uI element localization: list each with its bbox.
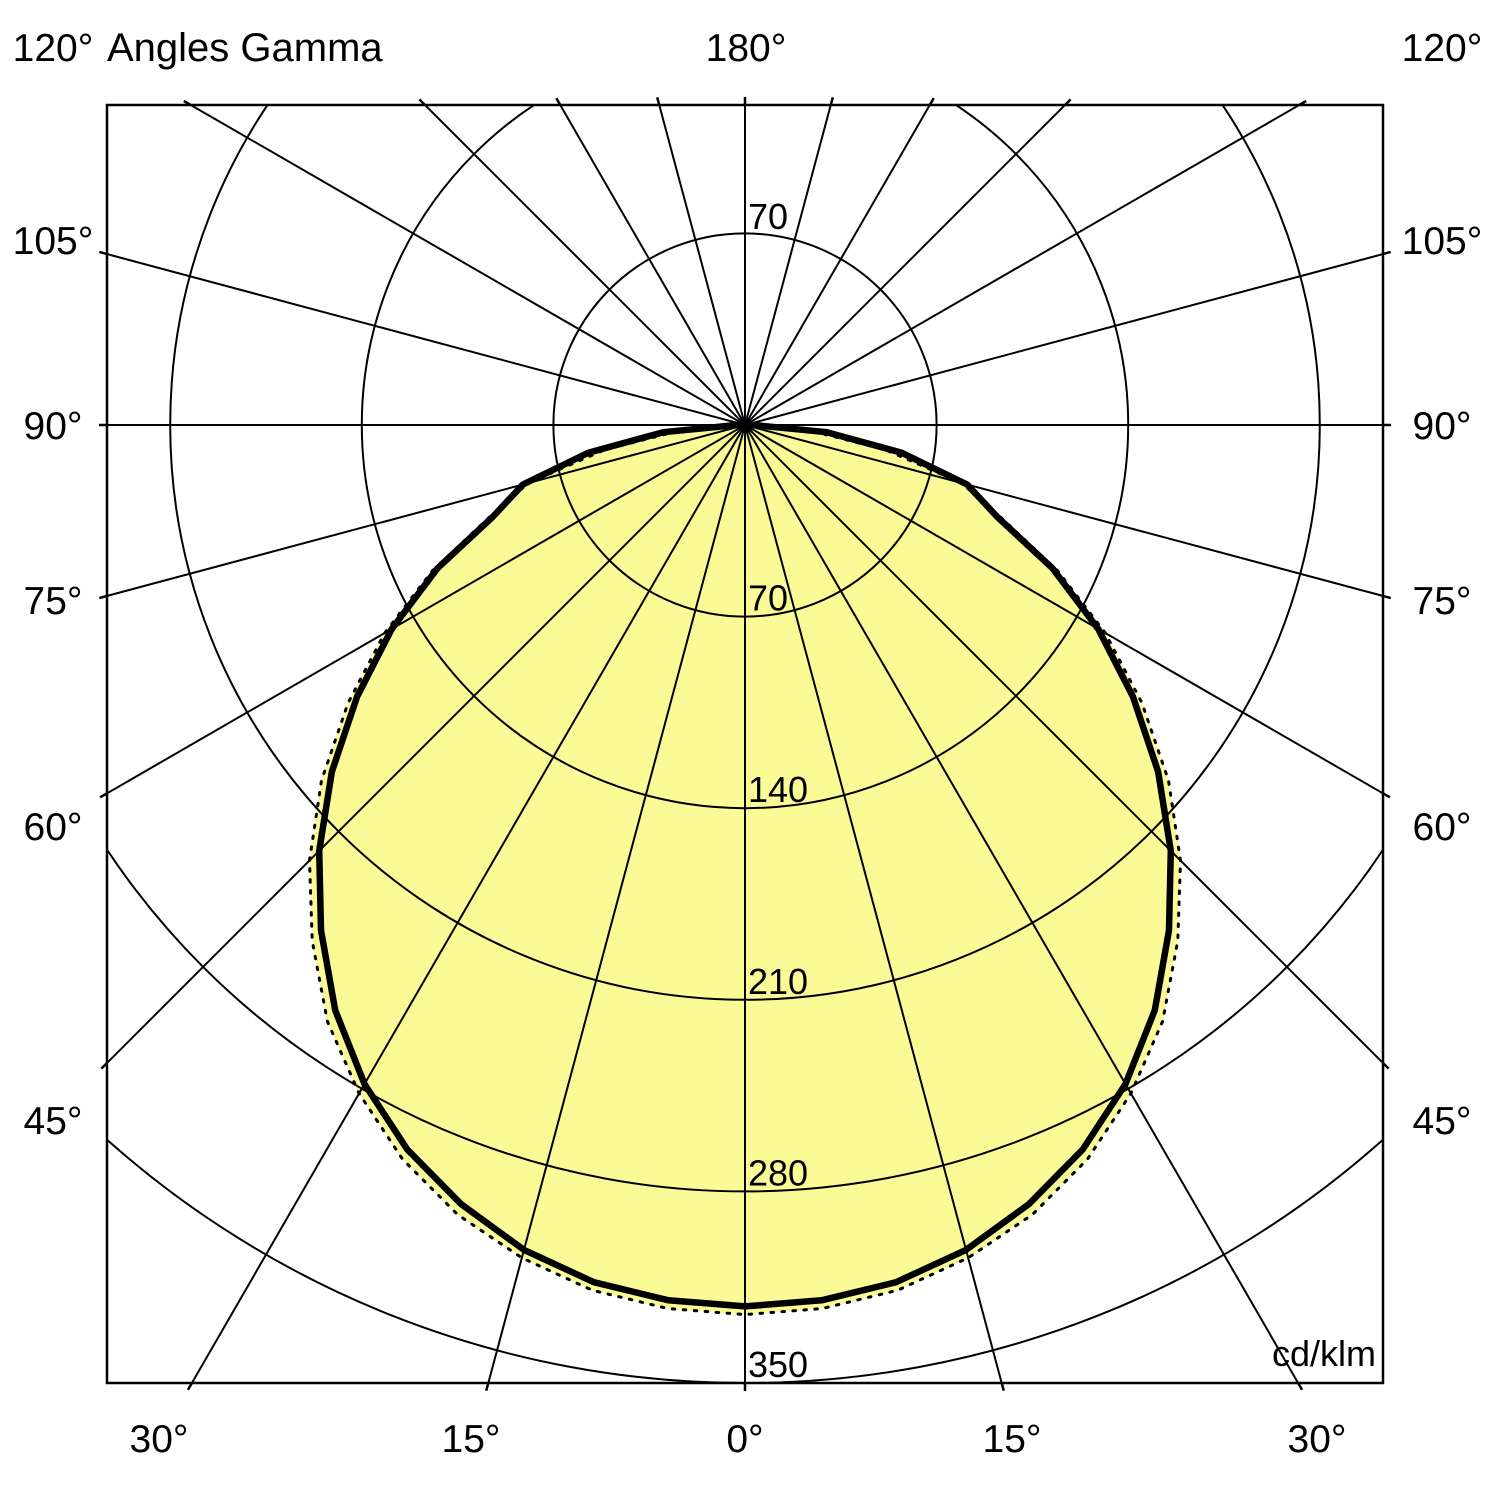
chart-title: Angles Gamma xyxy=(107,26,383,70)
gamma-axis-label-right: 75° xyxy=(1413,580,1472,623)
gamma-axis-label-right: 45° xyxy=(1413,1100,1472,1143)
plot-border xyxy=(105,103,1385,1385)
gamma-axis-label-left: 105° xyxy=(13,220,94,263)
gamma-axis-label-bottom: 15° xyxy=(983,1418,1042,1461)
ring-value-label-210: 210 xyxy=(748,961,808,1002)
ray-exit-tick xyxy=(1000,1382,1005,1392)
ring-value-label-140: 140 xyxy=(748,769,808,810)
gamma-axis-label-right: 90° xyxy=(1413,405,1472,448)
ray-exit-tick xyxy=(1382,594,1392,600)
gamma-axis-label-left: 90° xyxy=(24,405,83,448)
gamma-axis-label-bottom: 30° xyxy=(1288,1418,1347,1461)
gamma-label-top-180: 180° xyxy=(706,27,787,70)
inner-ring-value-label: 70 xyxy=(748,196,788,237)
ray-exit-tick xyxy=(98,250,108,256)
gamma-axis-label-left: 75° xyxy=(24,580,83,623)
ray-exit-tick xyxy=(485,1382,490,1392)
gamma-axis-label-left: 120° xyxy=(13,27,94,70)
gamma-axis-label-right: 120° xyxy=(1402,27,1483,70)
intensity-curve-dotted xyxy=(307,423,1183,1317)
border-ticks-layer xyxy=(98,96,1392,1392)
gamma-axis-label-right: 105° xyxy=(1402,220,1483,263)
intensity-curve-solid xyxy=(315,421,1175,1310)
ring-value-label-70: 70 xyxy=(748,578,788,619)
gamma-axis-label-bottom: 30° xyxy=(130,1418,189,1461)
unit-label: cd/klm xyxy=(1272,1333,1376,1374)
ray-exit-tick xyxy=(1382,250,1392,256)
ray-exit-tick xyxy=(655,96,661,106)
ring-value-label-350: 350 xyxy=(748,1344,808,1385)
gamma-axis-label-bottom: 15° xyxy=(442,1418,501,1461)
gamma-axis-label-bottom: 0° xyxy=(726,1418,763,1461)
ring-value-label-280: 280 xyxy=(748,1152,808,1193)
gamma-axis-label-right: 60° xyxy=(1413,806,1472,849)
ray-exit-tick xyxy=(98,594,108,600)
intensity-curves-layer xyxy=(307,421,1183,1317)
ray-exit-tick xyxy=(829,96,835,106)
gamma-axis-label-left: 45° xyxy=(24,1100,83,1143)
axis-labels-layer: Angles Gamma 180° 70 cd/klm 120° 105° 90° 7… xyxy=(13,26,1483,1461)
gamma-axis-label-left: 60° xyxy=(24,806,83,849)
